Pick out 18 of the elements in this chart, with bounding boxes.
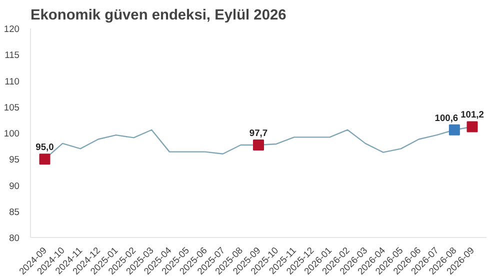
data-label: 97,7	[249, 128, 268, 138]
y-tick-label: 85	[9, 206, 20, 217]
point	[448, 124, 460, 136]
y-tick-label: 120	[4, 24, 20, 34]
y-tick-label: 95	[9, 154, 20, 165]
y-tick-label: 90	[9, 180, 20, 191]
y-tick-label: 115	[4, 50, 20, 60]
point	[253, 140, 264, 151]
y-tick-label: 110	[4, 76, 20, 86]
y-tick-label: 100	[4, 128, 20, 138]
data-label: 101,2	[460, 110, 484, 120]
y-tick-label: 105	[4, 102, 20, 112]
chart-title: Ekonomik güven endeksi, Eylül 2026	[30, 8, 286, 24]
point	[39, 154, 50, 165]
data-label: 95,0	[36, 142, 54, 152]
point	[466, 121, 478, 132]
y-tick-label: 80	[9, 233, 20, 243]
data-label: 100,6	[434, 112, 458, 123]
